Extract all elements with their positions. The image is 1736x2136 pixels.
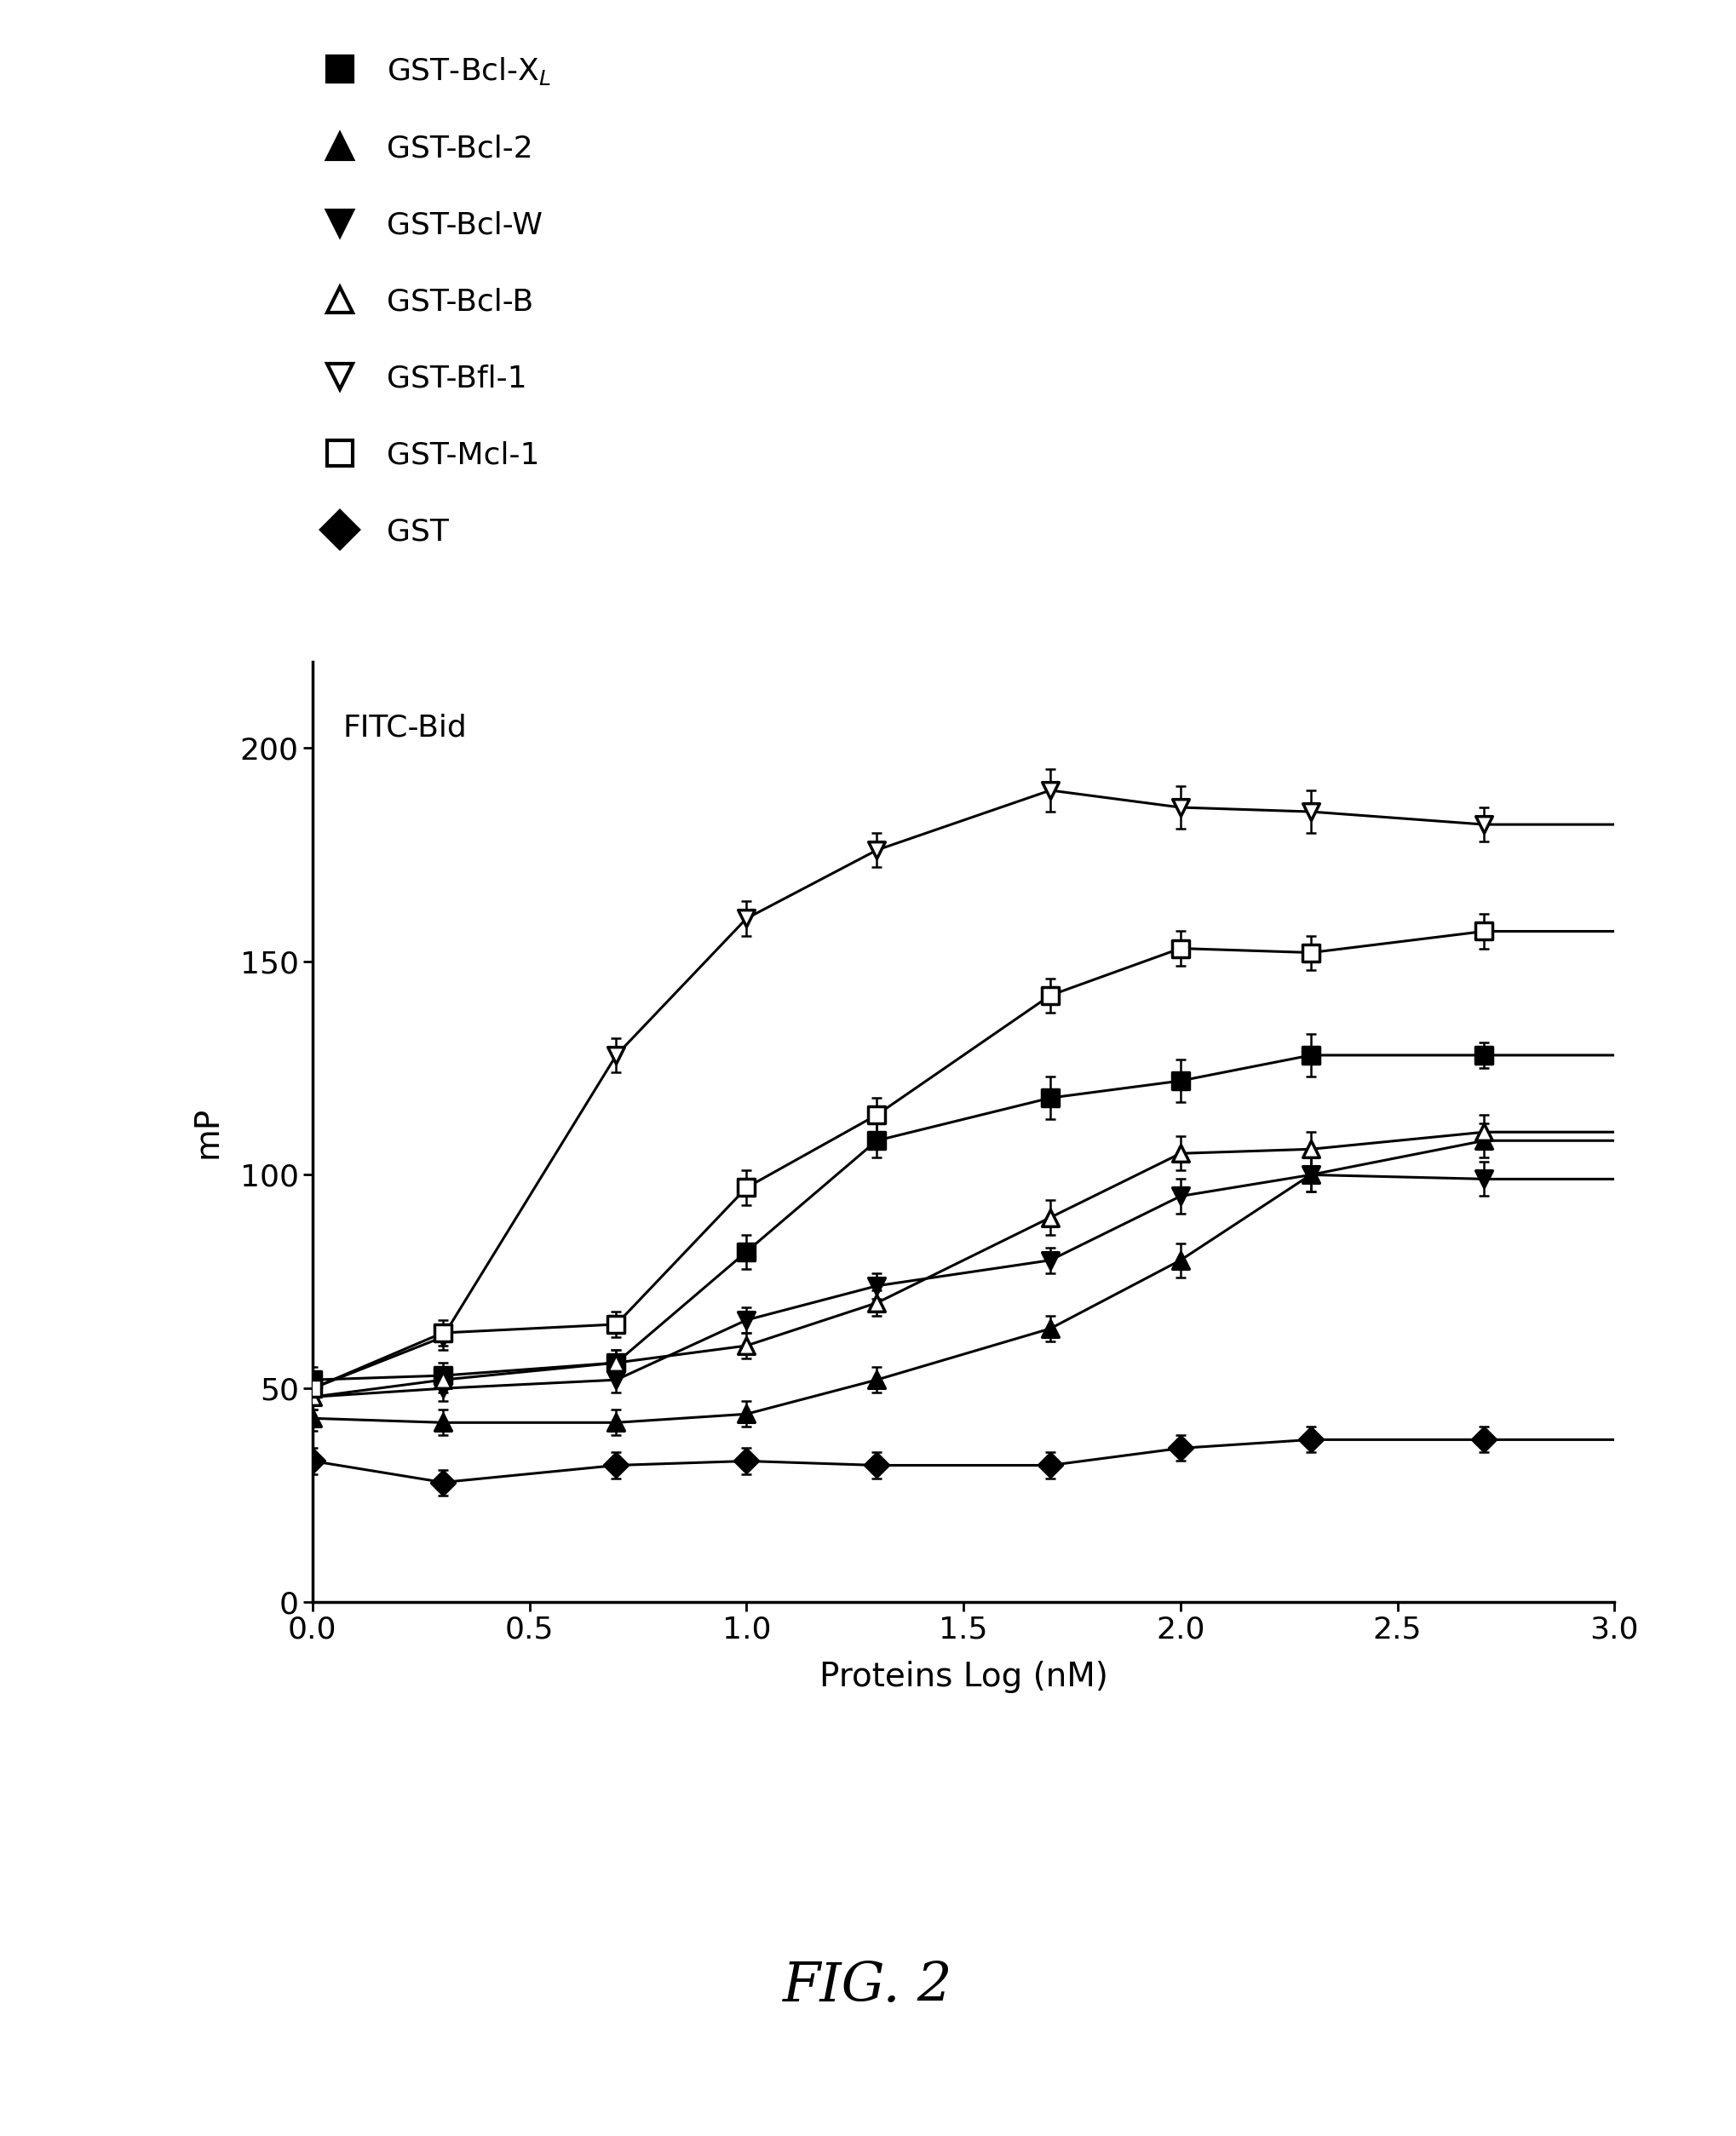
Point <box>429 1316 457 1350</box>
Point <box>429 1320 457 1354</box>
Point <box>1297 1423 1325 1457</box>
Point <box>429 1363 457 1397</box>
Point <box>299 1371 326 1405</box>
Point <box>1297 1038 1325 1072</box>
Point <box>733 1303 760 1337</box>
Point <box>1470 1162 1498 1196</box>
Point <box>863 1124 891 1158</box>
Legend: GST-Bcl-X$_L$, GST-Bcl-2, GST-Bcl-W, GST-Bcl-B, GST-Bfl-1, GST-Mcl-1, GST: GST-Bcl-X$_L$, GST-Bcl-2, GST-Bcl-W, GST… <box>312 43 564 560</box>
Point <box>429 1465 457 1499</box>
Point <box>863 1448 891 1482</box>
Point <box>1297 1158 1325 1192</box>
Point <box>733 1444 760 1478</box>
Point <box>863 1286 891 1320</box>
Text: FITC-Bid: FITC-Bid <box>342 713 467 743</box>
Point <box>429 1405 457 1440</box>
Point <box>733 1397 760 1431</box>
Point <box>602 1038 630 1072</box>
Point <box>1036 1081 1064 1115</box>
Text: FIG. 2: FIG. 2 <box>783 1961 953 2012</box>
Point <box>863 1269 891 1303</box>
Point <box>1036 978 1064 1012</box>
Point <box>1036 1200 1064 1235</box>
Point <box>299 1401 326 1435</box>
Y-axis label: mP: mP <box>191 1106 224 1158</box>
Point <box>1167 1064 1194 1098</box>
Point <box>733 1235 760 1269</box>
Point <box>299 1444 326 1478</box>
Point <box>602 1363 630 1397</box>
Point <box>429 1358 457 1393</box>
Point <box>1297 936 1325 970</box>
Point <box>1167 1431 1194 1465</box>
Point <box>299 1363 326 1397</box>
Point <box>1470 914 1498 948</box>
Point <box>1036 773 1064 807</box>
Point <box>1297 1132 1325 1166</box>
Point <box>733 1329 760 1363</box>
Point <box>1470 1115 1498 1149</box>
X-axis label: Proteins Log (nM): Proteins Log (nM) <box>819 1662 1108 1694</box>
Point <box>299 1380 326 1414</box>
Point <box>863 1363 891 1397</box>
Point <box>1470 1423 1498 1457</box>
Point <box>1036 1312 1064 1346</box>
Point <box>299 1371 326 1405</box>
Point <box>1297 1158 1325 1192</box>
Point <box>733 901 760 936</box>
Point <box>602 1346 630 1380</box>
Point <box>299 1380 326 1414</box>
Point <box>1167 931 1194 965</box>
Point <box>1470 1038 1498 1072</box>
Point <box>602 1448 630 1482</box>
Point <box>1167 790 1194 824</box>
Point <box>1470 807 1498 842</box>
Point <box>733 1171 760 1205</box>
Point <box>1036 1243 1064 1277</box>
Point <box>1167 1243 1194 1277</box>
Point <box>602 1346 630 1380</box>
Point <box>1167 1179 1194 1213</box>
Point <box>1470 1124 1498 1158</box>
Point <box>429 1371 457 1405</box>
Point <box>1036 1448 1064 1482</box>
Point <box>602 1307 630 1341</box>
Point <box>1297 795 1325 829</box>
Point <box>863 1098 891 1132</box>
Point <box>1167 1136 1194 1171</box>
Point <box>602 1405 630 1440</box>
Point <box>863 833 891 867</box>
